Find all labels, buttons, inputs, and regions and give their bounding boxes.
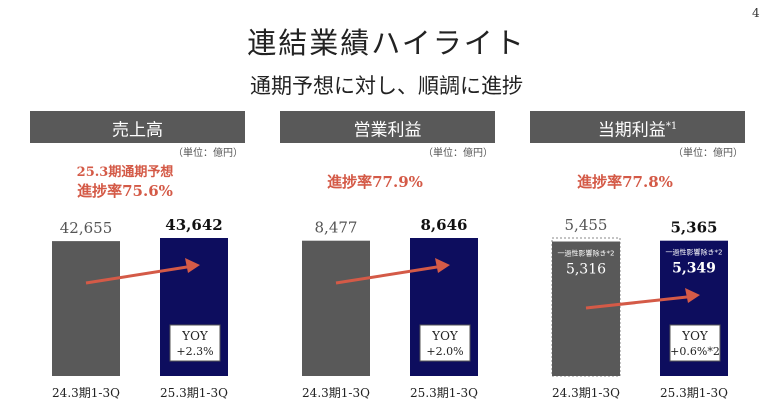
yoy-value: +2.0%: [426, 345, 463, 358]
progress-rate: 進捗率77.9%: [280, 171, 470, 192]
value-label: 43,642: [165, 216, 222, 234]
bar-chart-sales: 42,655 24.3期1-3Q 43,642 25.3期1-3Q YOY +2.3%: [52, 216, 228, 400]
progress-line2: 進捗率77.9%: [327, 173, 423, 191]
bar-prior: [302, 240, 370, 376]
yoy-label: YOY: [681, 329, 709, 343]
x-tick-label: 24.3期1-3Q: [52, 386, 120, 400]
bar-chart-operating-profit: 8,477 24.3期1-3Q 8,646 25.3期1-3Q YOY +2.0%: [302, 216, 478, 400]
unit-label: （単位：億円）: [423, 148, 493, 159]
yoy-box: [419, 324, 471, 362]
value-label: 5,455: [565, 216, 608, 234]
panel-operating-profit: 営業利益 （単位：億円） 進捗率77.9% 8,477 24.3期1-3Q 8,64…: [280, 111, 495, 403]
yoy-value: +2.3%: [176, 345, 213, 358]
progress-line2: 進捗率77.8%: [577, 173, 673, 191]
panel-sales: 売上高 （単位：億円） 25.3期通期予想 進捗率75.6% 42,655 24.…: [30, 111, 245, 403]
progress-line1: 25.3期通期予想: [76, 165, 174, 180]
bar-prior: [52, 241, 120, 376]
bar-chart-net-income: 5,455 24.3期1-3Q 一過性影響除き*2 5,316 5,365 25.3期1-…: [551, 216, 728, 400]
adjusted-caption: 一過性影響除き*2: [558, 249, 615, 258]
value-label: 5,365: [671, 218, 718, 236]
adjusted-value-label: 5,316: [566, 262, 606, 278]
x-tick-label: 25.3期1-3Q: [160, 386, 228, 400]
growth-arrow-head: [685, 288, 700, 303]
progress-line2: 進捗率75.6%: [77, 182, 173, 200]
unit-label: （単位：億円）: [173, 148, 243, 159]
yoy-box: [669, 324, 721, 362]
yoy-label: YOY: [431, 329, 459, 343]
x-tick-label: 24.3期1-3Q: [552, 386, 620, 400]
value-label: 8,646: [421, 216, 468, 234]
panel-header-label: 売上高: [112, 120, 163, 141]
unit-label: （単位：億円）: [673, 148, 743, 159]
page-subtitle: 通期予想に対し、順調に進捗: [250, 74, 523, 98]
growth-arrow-head: [435, 258, 450, 273]
value-label: 8,477: [315, 219, 358, 237]
page-number: 4: [752, 6, 760, 20]
panel-header: 売上高: [30, 111, 245, 143]
yoy-value: +0.6%*2: [670, 345, 720, 358]
yoy-box: [169, 324, 221, 362]
growth-arrow-line: [335, 265, 438, 285]
x-tick-label: 25.3期1-3Q: [660, 386, 728, 400]
panel-header-label: 当期利益: [597, 120, 666, 141]
growth-arrow-head: [185, 258, 200, 273]
yoy-label: YOY: [181, 329, 209, 343]
progress-rate: 進捗率77.8%: [530, 171, 720, 192]
adjusted-caption: 一過性影響除き*2: [666, 248, 723, 257]
panel-header: 当期利益*1: [530, 111, 745, 143]
panel-header: 営業利益: [280, 111, 495, 143]
progress-rate: 25.3期通期予想 進捗率75.6%: [30, 161, 220, 201]
x-tick-label: 25.3期1-3Q: [410, 386, 478, 400]
panel-header-note: *1: [665, 121, 678, 132]
panel-header-label: 営業利益: [353, 120, 422, 141]
adjusted-value-label: 5,349: [672, 261, 716, 277]
bar-prior: [552, 241, 620, 376]
growth-arrow-line: [585, 295, 688, 310]
panel-net-income: 当期利益*1 （単位：億円） 進捗率77.8% 5,455 24.3期1-3Q 一過…: [530, 111, 745, 403]
x-tick-label: 24.3期1-3Q: [302, 386, 370, 400]
value-label: 42,655: [60, 219, 113, 237]
page-title: 連結業績ハイライト: [247, 26, 526, 60]
growth-arrow-line: [85, 265, 188, 285]
